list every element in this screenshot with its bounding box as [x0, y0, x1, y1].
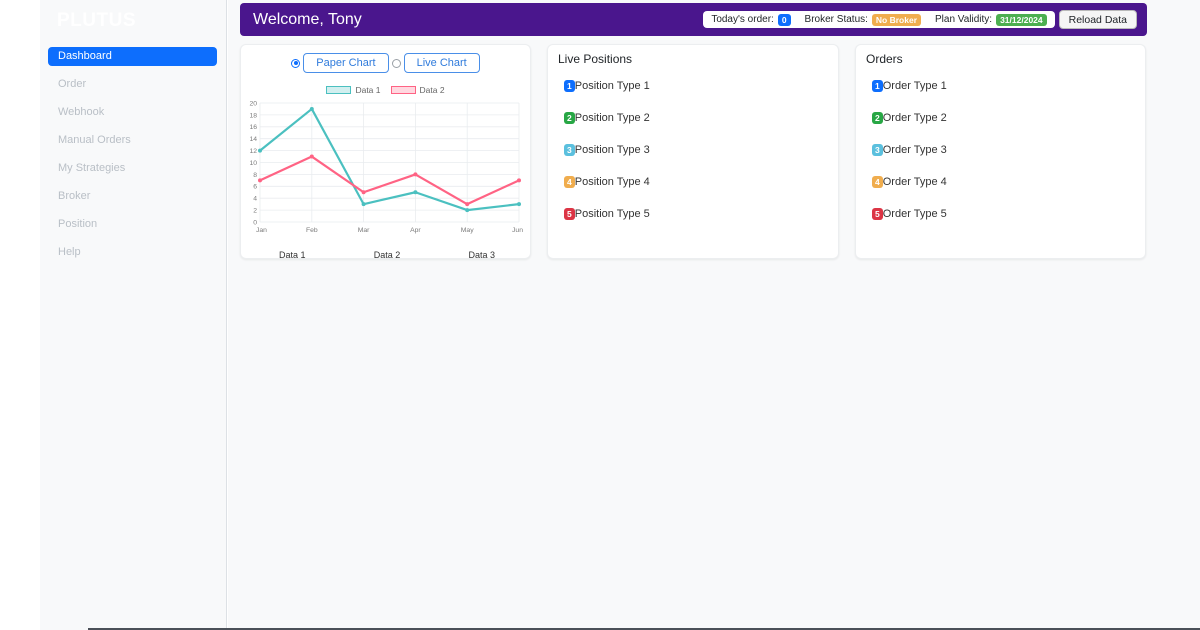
position-badge-5: 5: [564, 208, 575, 220]
svg-text:16: 16: [249, 124, 257, 131]
svg-text:8: 8: [253, 172, 257, 179]
legend-entry: Data 1: [326, 85, 381, 95]
position-item: 4 Position Type 4: [548, 176, 838, 188]
orders-card: Orders 1 Order Type 1 2 Order Type 2 3 O…: [855, 44, 1146, 259]
position-item: 2 Position Type 2: [548, 112, 838, 124]
chart-foot-label-1: Data 1: [279, 250, 306, 260]
sidebar-nav: Dashboard Order Webhook Manual Orders My…: [40, 47, 226, 262]
sidebar-item-help[interactable]: Help: [58, 246, 81, 258]
broker-status-badge: No Broker: [871, 13, 921, 26]
legend-swatch: [390, 86, 416, 94]
svg-text:Mar: Mar: [358, 227, 370, 234]
legend-swatch: [326, 86, 352, 94]
position-item: 3 Position Type 3: [548, 144, 838, 156]
reload-data-button[interactable]: Reload Data: [1058, 10, 1137, 29]
order-item: 1 Order Type 1: [856, 80, 1145, 92]
sidebar-item-order[interactable]: Order: [58, 78, 87, 90]
orders-title: Orders: [866, 52, 903, 66]
position-label: Position Type 4: [574, 176, 650, 188]
chart-foot-label-2: Data 2: [373, 250, 401, 260]
broker-status-label: Broker Status:: [804, 14, 868, 25]
order-badge-3: 3: [872, 144, 883, 156]
order-item: 5 Order Type 5: [856, 208, 1145, 220]
sidebar-item-broker[interactable]: Broker: [58, 190, 91, 202]
svg-text:4: 4: [253, 196, 257, 203]
order-label: Order Type 5: [882, 208, 947, 220]
status-bar: Today's order: 0 Broker Status: No Broke…: [703, 11, 1055, 28]
sidebar-item-manual-orders[interactable]: Manual Orders: [58, 134, 131, 146]
plan-validity-badge: 31/12/2024: [996, 13, 1047, 26]
sidebar-item-webhook[interactable]: Webhook: [58, 106, 105, 118]
chart-mode-switch: Paper Chart Live Chart: [241, 53, 530, 73]
plan-validity-label: Plan Validity:: [935, 14, 993, 25]
position-item: 1 Position Type 1: [548, 80, 838, 92]
broker-status: Broker Status: No Broker: [804, 13, 921, 26]
order-item: 3 Order Type 3: [856, 144, 1145, 156]
svg-text:May: May: [461, 227, 474, 234]
live-positions-title: Live Positions: [558, 52, 633, 66]
order-label: Order Type 3: [882, 144, 947, 156]
svg-text:10: 10: [249, 160, 257, 167]
order-badge-1: 1: [872, 80, 883, 92]
header-right: Today's order: 0 Broker Status: No Broke…: [703, 10, 1147, 29]
position-label: Position Type 1: [574, 80, 650, 92]
welcome-text: Welcome, Tony: [253, 10, 362, 28]
svg-text:12: 12: [249, 148, 257, 155]
order-item: 4 Order Type 4: [856, 176, 1145, 188]
live-positions-card: Live Positions 1 Position Type 1 2 Posit…: [547, 44, 839, 259]
chart-foot-label-3: Data 3: [468, 250, 495, 260]
legend-entry: Data 2: [390, 85, 445, 95]
legend-label: Data 2: [419, 85, 445, 95]
plan-validity-status: Plan Validity: 31/12/2024: [935, 13, 1047, 26]
position-badge-1: 1: [564, 80, 575, 92]
live-chart-button[interactable]: Live Chart: [403, 53, 480, 73]
paper-chart-button[interactable]: Paper Chart: [303, 53, 389, 73]
window-bottom-edge: [88, 628, 1200, 630]
svg-text:14: 14: [249, 136, 257, 143]
svg-text:Jun: Jun: [512, 227, 523, 234]
svg-text:Apr: Apr: [410, 227, 421, 234]
svg-text:Jan: Jan: [256, 227, 267, 234]
position-label: Position Type 3: [574, 144, 650, 156]
order-badge-2: 2: [872, 112, 883, 124]
live-chart-radio[interactable]: [391, 58, 401, 68]
legend-label: Data 1: [355, 85, 381, 95]
sidebar-item-my-strategies[interactable]: My Strategies: [58, 162, 126, 174]
svg-text:18: 18: [249, 112, 257, 119]
sidebar-item-position[interactable]: Position: [58, 218, 98, 230]
chart-footer-labels: Data 1 Data 2 Data 3: [241, 244, 530, 260]
order-label: Order Type 2: [882, 112, 947, 124]
sidebar: PLUTUS Dashboard Order Webhook Manual Or…: [40, 0, 227, 630]
chart-legend: Data 1 Data 2: [241, 85, 530, 95]
svg-text:2: 2: [253, 208, 257, 215]
position-badge-3: 3: [564, 144, 575, 156]
position-label: Position Type 5: [574, 208, 650, 220]
sidebar-item-dashboard[interactable]: Dashboard: [48, 47, 217, 66]
positions-list: 1 Position Type 1 2 Position Type 2 3 Po…: [548, 80, 838, 220]
paper-chart-radio[interactable]: [291, 58, 301, 68]
order-label: Order Type 1: [882, 80, 947, 92]
order-badge-4: 4: [872, 176, 883, 188]
position-label: Position Type 2: [574, 112, 650, 124]
position-item: 5 Position Type 5: [548, 208, 838, 220]
svg-text:20: 20: [249, 100, 257, 107]
todays-order-status: Today's order: 0: [711, 13, 791, 26]
brand-logo: PLUTUS: [57, 10, 136, 31]
order-label: Order Type 4: [882, 176, 947, 188]
position-badge-4: 4: [564, 176, 575, 188]
svg-text:Feb: Feb: [306, 227, 318, 234]
chart-card: Paper Chart Live Chart Data 1 Data 2 0 2 4 6…: [240, 44, 531, 260]
top-header: Welcome, Tony Today's order: 0 Broker St…: [240, 3, 1147, 36]
order-item: 2 Order Type 2: [856, 112, 1145, 124]
svg-text:0: 0: [253, 219, 257, 226]
todays-order-label: Today's order:: [711, 14, 774, 25]
position-badge-2: 2: [564, 112, 575, 124]
svg-text:6: 6: [253, 184, 257, 191]
todays-order-badge: 0: [777, 13, 791, 26]
order-badge-5: 5: [872, 208, 883, 220]
orders-list: 1 Order Type 1 2 Order Type 2 3 Order Ty…: [856, 80, 1145, 220]
chart-canvas: 0 2 4 6 8 10 12 14 16 18 20 Jan Feb Mar Apr May Jun: [244, 97, 527, 244]
